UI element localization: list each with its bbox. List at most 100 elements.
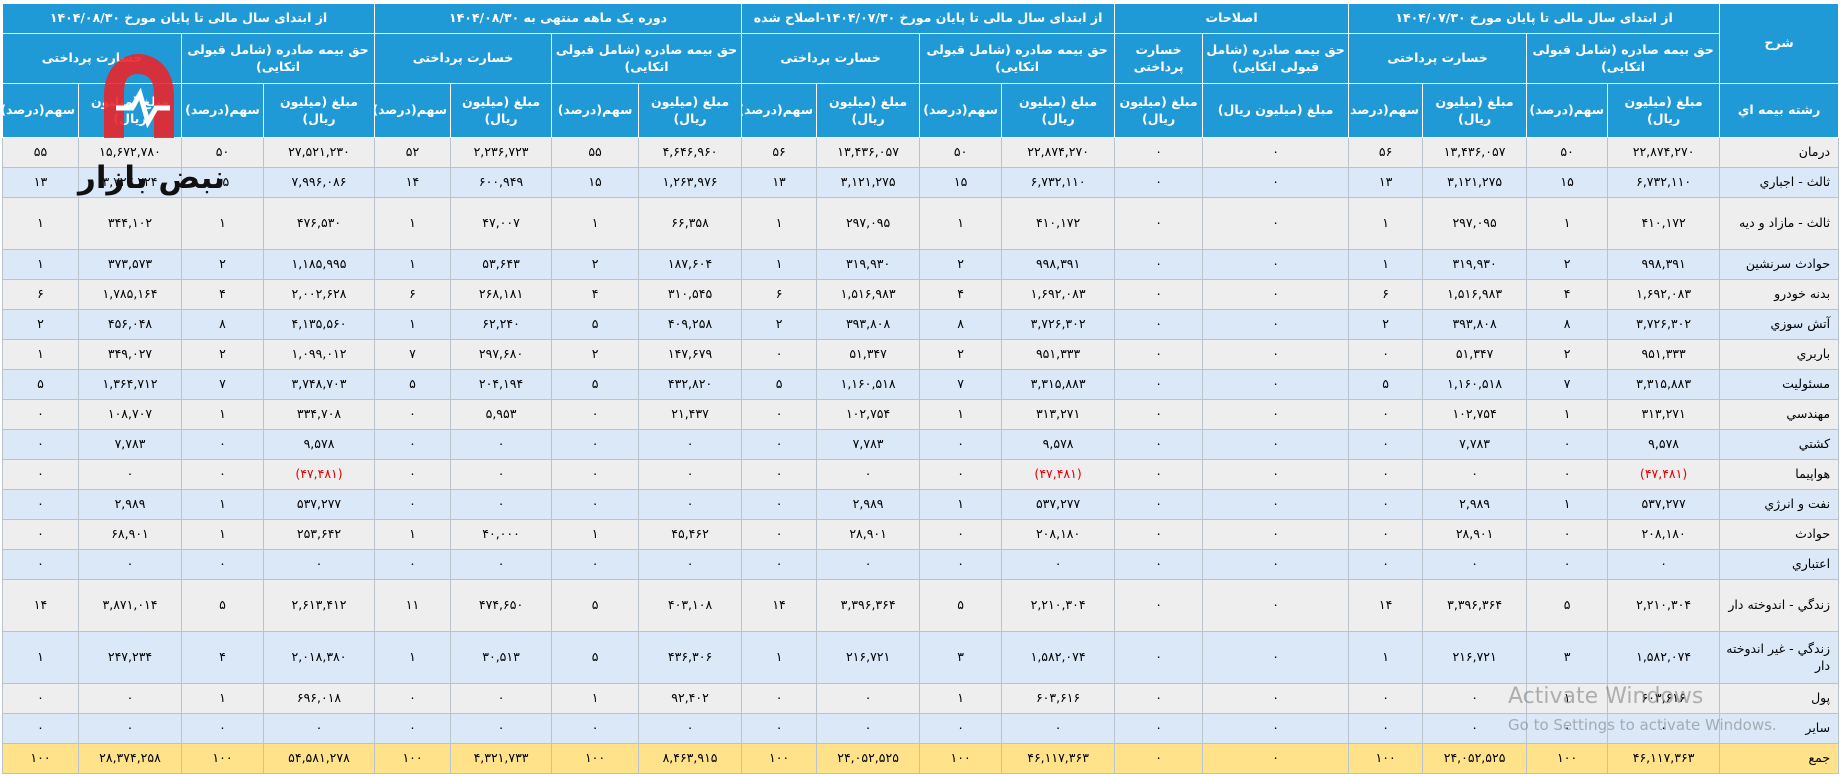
cell: ۰	[1114, 137, 1204, 168]
cell: ۱۴	[373, 167, 452, 198]
subgroup-header: حق بیمه صادره (شامل قبولی اتکایی)	[919, 33, 1116, 84]
column-header: سهم(درصد)	[373, 83, 452, 138]
cell: ۸,۴۶۳,۹۱۵	[638, 743, 743, 774]
cell: ۰	[551, 489, 640, 520]
cell: ۵	[1526, 579, 1609, 632]
cell: ۵۲	[373, 137, 452, 168]
cell: ۰	[1348, 683, 1424, 714]
column-header: سهم(درصد)	[919, 83, 1003, 138]
cell: ۰	[741, 339, 818, 370]
cell: ۱,۵۱۶,۹۸۳	[816, 279, 921, 310]
header-row: رشته بيمه اي مبلغ (میلیون ریال) سهم(درصد) م…	[2, 83, 1840, 138]
cell: ۰	[1422, 459, 1528, 490]
cell: (۴۷,۴۸۱)	[263, 459, 375, 490]
cell: ۱۰۲,۷۵۴	[816, 399, 921, 430]
cell: ۰	[1422, 683, 1528, 714]
cell: ۱	[919, 197, 1003, 250]
cell: ۱۰۰	[373, 743, 452, 774]
cell: ۱	[1348, 631, 1424, 684]
cell: ۳,۳۱۵,۸۸۳	[1001, 369, 1116, 400]
cell: ۰	[1348, 339, 1424, 370]
cell: ۵۶	[741, 137, 818, 168]
row-label: کشتي	[1719, 429, 1840, 460]
cell: ۱	[1526, 489, 1609, 520]
cell: ۰	[1607, 549, 1721, 580]
cell: ۱	[181, 683, 264, 714]
cell: ۰	[638, 549, 743, 580]
cell: ۶۰۰,۹۴۹	[450, 167, 553, 198]
cell: ۰	[78, 459, 182, 490]
cell: ۱,۵۸۲,۰۷۴	[1607, 631, 1721, 684]
row-label: مهندسي	[1719, 399, 1840, 430]
cell: ۰	[1114, 399, 1204, 430]
cell: ۰	[919, 519, 1003, 550]
cell: ۰	[2, 683, 79, 714]
cell: ۱,۰۹۹,۰۱۲	[263, 339, 375, 370]
insurance-table: شرح از ابتدای سال مالی تا پایان مورخ ۱۴۰۴…	[2, 3, 1840, 774]
cell: ۰	[1202, 579, 1350, 632]
table-row: مهندسي ۳۱۳,۲۷۱ ۱ ۱۰۲,۷۵۴ ۰ ۰ ۰ ۳۱۳,۲۷۱ ۱ ۱۰۲,۷۵۴ ۰…	[2, 399, 1840, 430]
cell: ۲	[1526, 249, 1609, 280]
cell: ۱	[551, 683, 640, 714]
table-row: کشتي ۹,۵۷۸ ۰ ۷,۷۸۳ ۰ ۰ ۰ ۹,۵۷۸ ۰ ۷,۷۸۳ ۰ ۰ ۰ ۰ ۰ ۹,۵۷۸ ۰…	[2, 429, 1840, 460]
cell: ۵۴,۵۸۱,۲۷۸	[263, 743, 375, 774]
cell: ۲۹۷,۰۹۵	[1422, 197, 1528, 250]
cell: ۱۵,۶۷۲,۷۸۰	[78, 137, 182, 168]
cell: ۵	[551, 369, 640, 400]
cell: ۱۴۷,۶۷۹	[638, 339, 743, 370]
cell: ۰	[1348, 549, 1424, 580]
cell: ۲۴,۰۵۲,۵۲۵	[1422, 743, 1528, 774]
cell: ۰	[1114, 167, 1204, 198]
column-header: سهم(درصد)	[741, 83, 818, 138]
group-header: از ابتدای سال مالی تا پایان مورخ ۱۴۰۴/۰۷…	[1348, 3, 1721, 34]
cell: ۰	[1114, 339, 1204, 370]
cell: ۰	[1114, 459, 1204, 490]
cell: ۱	[2, 197, 79, 250]
table-row: هواپيما (۴۷,۴۸۱) ۰ ۰ ۰ ۰ ۰ (۴۷,۴۸۱) ۰ ۰ ۰ ۰ ۰ ۰ ۰ (۴۷,۴…	[2, 459, 1840, 490]
cell: ۰	[1114, 489, 1204, 520]
cell: ۱,۱۸۵,۹۹۵	[263, 249, 375, 280]
cell: ۶,۷۳۲,۱۱۰	[1607, 167, 1721, 198]
cell: ۳,۷۴۸,۷۰۳	[263, 369, 375, 400]
table-row: ساير ۰ ۰ ۰ ۰ ۰ ۰ ۰ ۰ ۰ ۰ ۰ ۰ ۰ ۰ ۰ ۰ ۰ ۰	[2, 713, 1840, 744]
column-header: مبلغ (میلیون ریال)	[263, 83, 375, 138]
cell: ۱	[373, 519, 452, 550]
cell: ۵	[551, 579, 640, 632]
cell: ۵	[551, 309, 640, 340]
table-row: حوادث سرنشين ۹۹۸,۳۹۱ ۲ ۳۱۹,۹۳۰ ۱ ۰ ۰ ۹۹۸,۳۹۱ ۲ ۳۱…	[2, 249, 1840, 280]
cell: ۹۹۸,۳۹۱	[1607, 249, 1721, 280]
cell: ۰	[1526, 713, 1609, 744]
cell: ۲۱۶,۷۲۱	[1422, 631, 1528, 684]
cell: ۶۸,۹۰۱	[78, 519, 182, 550]
cell: ۰	[1422, 713, 1528, 744]
cell: ۲۲,۸۷۴,۲۷۰	[1001, 137, 1116, 168]
cell: ۲,۹۸۹	[78, 489, 182, 520]
cell: ۷,۷۸۳	[816, 429, 921, 460]
cell: ۲	[181, 339, 264, 370]
cell: ۳۱۳,۲۷۱	[1001, 399, 1116, 430]
cell: ۰	[1114, 743, 1204, 774]
cell: ۰	[373, 549, 452, 580]
cell: ۰	[741, 683, 818, 714]
cell: ۵	[551, 631, 640, 684]
cell: ۳۱۰,۵۴۵	[638, 279, 743, 310]
cell: ۳۹۳,۸۰۸	[1422, 309, 1528, 340]
cell: ۰	[2, 519, 79, 550]
cell: ۴	[181, 631, 264, 684]
cell: ۵۰	[181, 137, 264, 168]
cell: ۲۴,۰۵۲,۵۲۵	[816, 743, 921, 774]
cell: ۰	[1114, 279, 1204, 310]
cell: ۷,۷۸۳	[78, 429, 182, 460]
table-row: باربري ۹۵۱,۳۳۳ ۲ ۵۱,۳۴۷ ۰ ۰ ۰ ۹۵۱,۳۳۳ ۲ ۵۱,۳۴۷ ۰ ۱۴…	[2, 339, 1840, 370]
cell: ۰	[1202, 631, 1350, 684]
cell: ۲	[919, 249, 1003, 280]
cell: ۰	[551, 549, 640, 580]
column-header: سهم(درصد)	[1526, 83, 1609, 138]
cell: ۵۵	[2, 137, 79, 168]
cell: ۰	[78, 713, 182, 744]
cell: ۸	[181, 309, 264, 340]
cell: ۴۵۶,۰۴۸	[78, 309, 182, 340]
column-header: مبلغ (میلیون ریال)	[450, 83, 553, 138]
cell: ۰	[1114, 369, 1204, 400]
